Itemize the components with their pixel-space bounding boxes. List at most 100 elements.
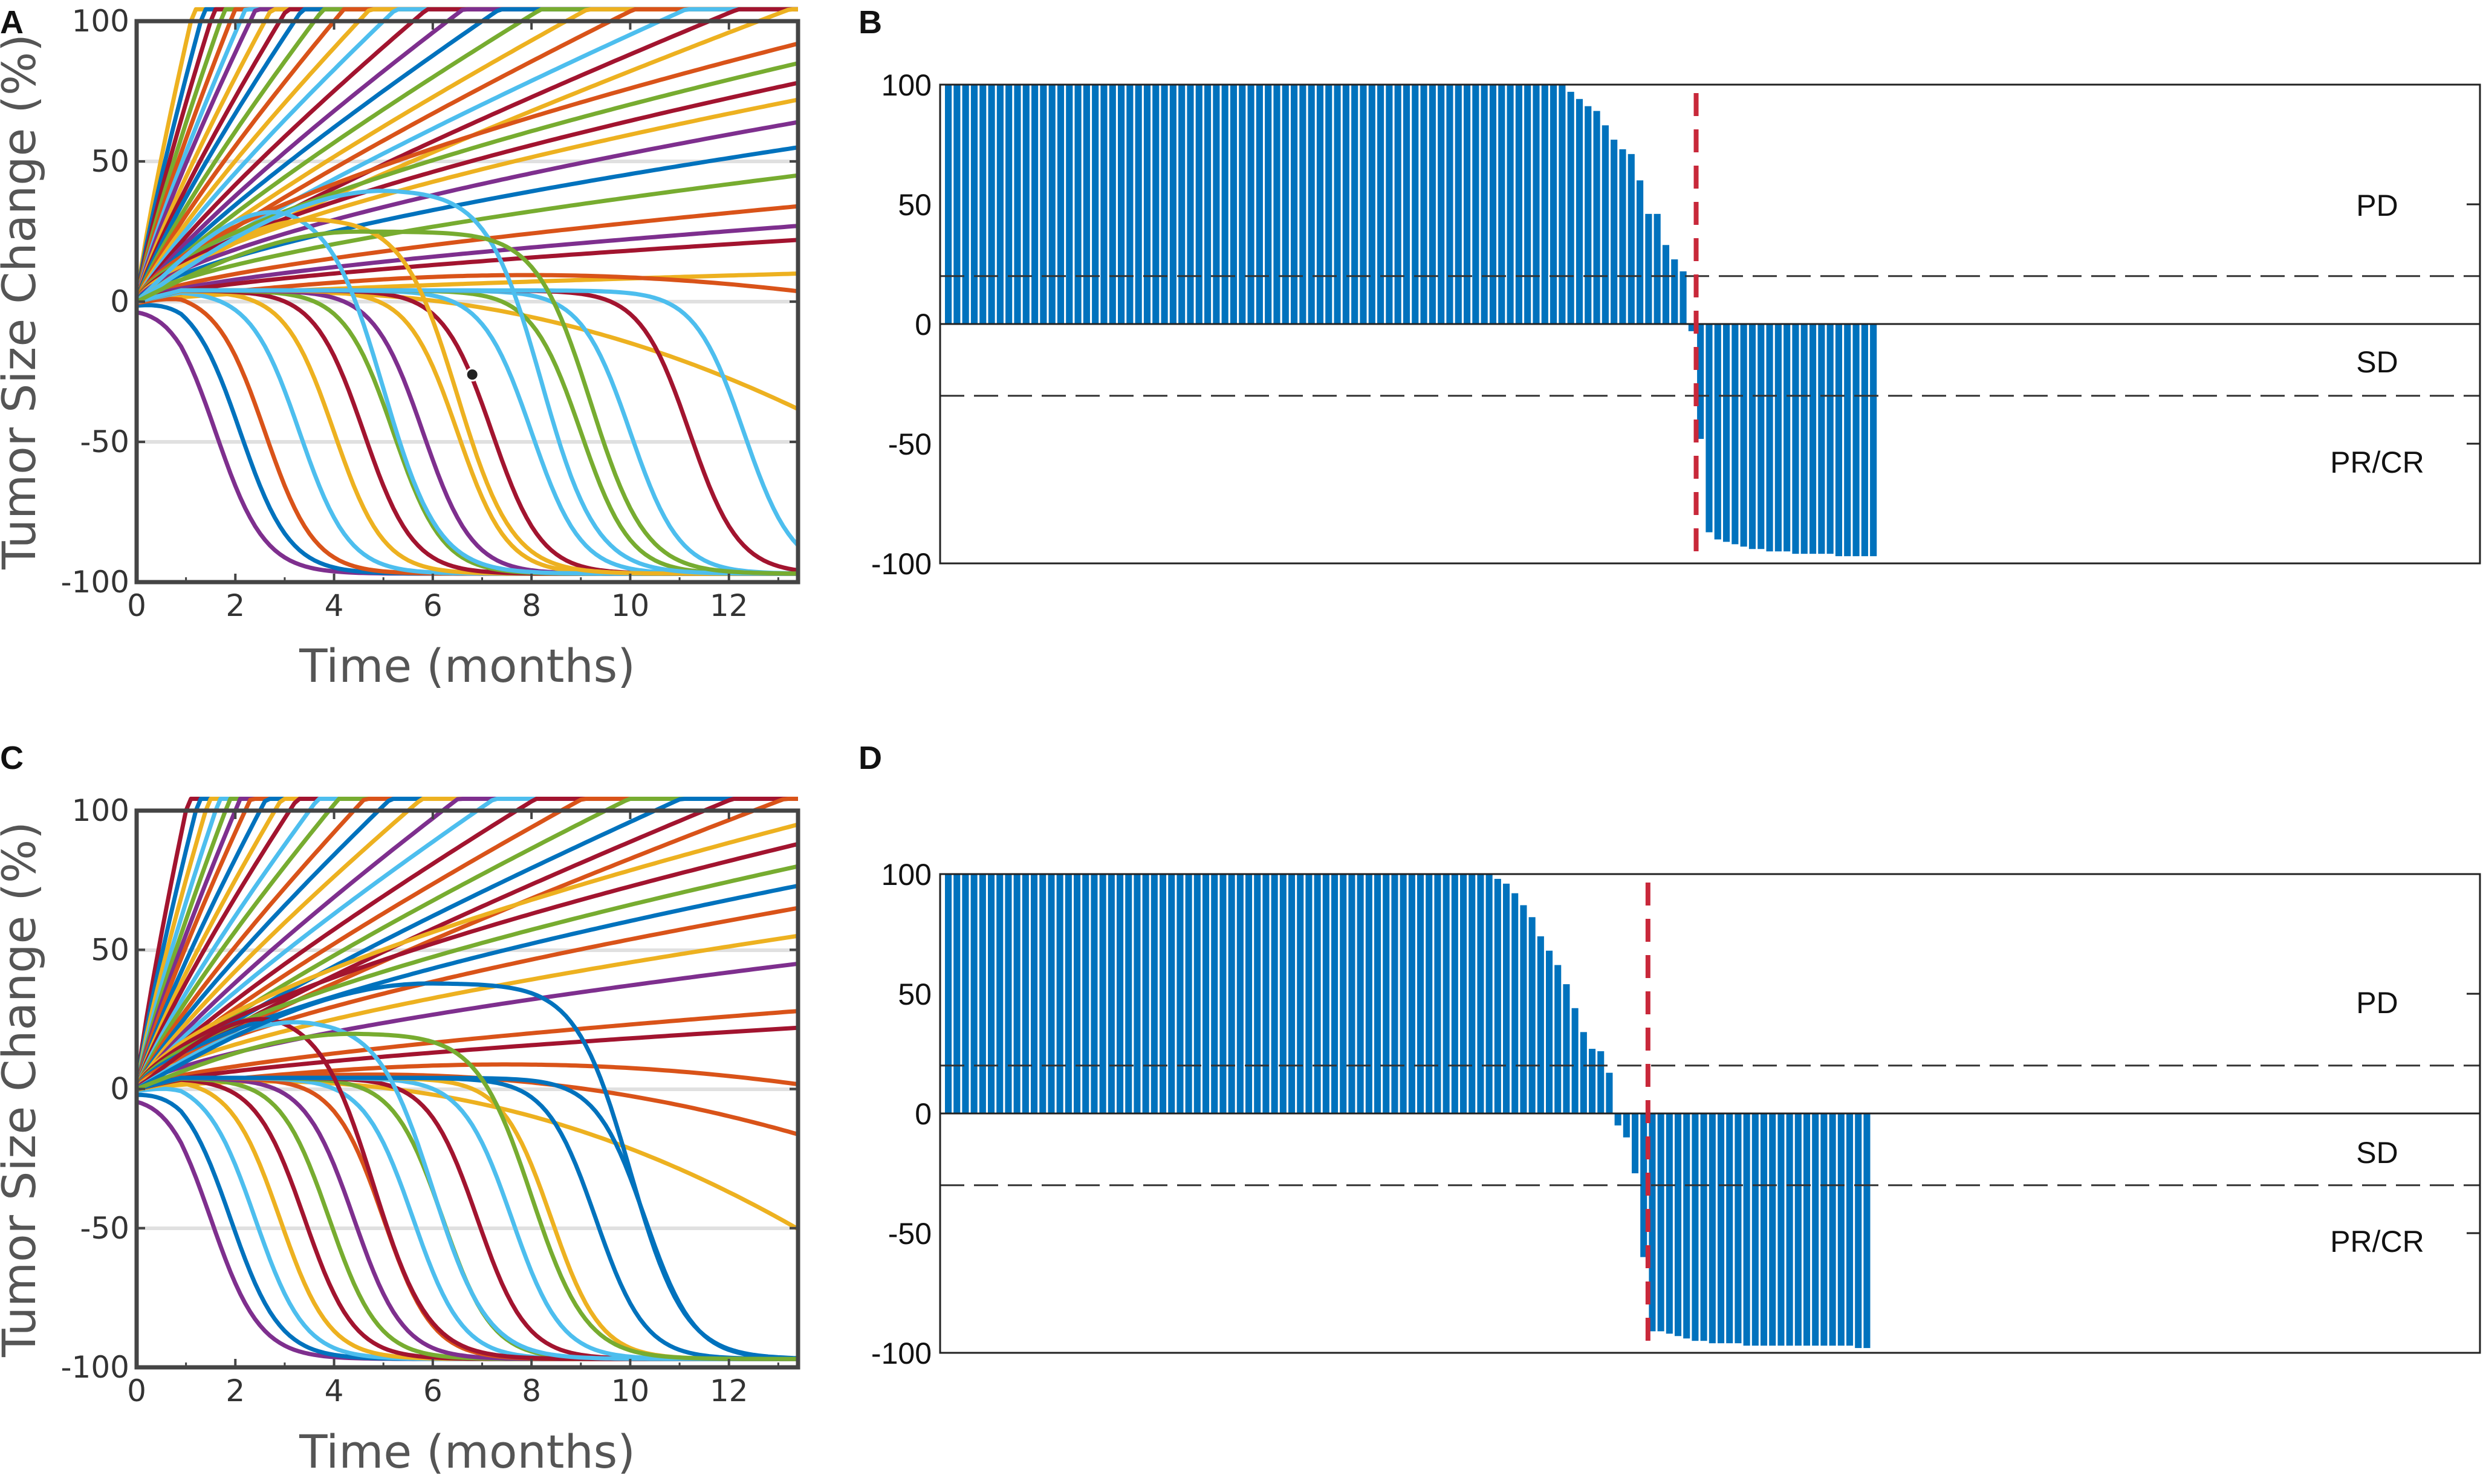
bar-patient-80: [1623, 1113, 1630, 1138]
bar-patient-57: [1429, 85, 1436, 324]
x-tick-label: 10: [611, 1373, 650, 1408]
zone-label-pd: PD: [2356, 189, 2398, 222]
bar-patient-66: [1507, 85, 1514, 324]
bar-patient-25: [1152, 85, 1160, 324]
bar-patient-92: [1726, 1113, 1733, 1344]
series-line-p27: [134, 97, 799, 303]
bar-patient-93: [1735, 1113, 1742, 1344]
x-tick-label: 6: [423, 588, 443, 623]
panel-d-y-ticks: -100 -50 0 50 100: [871, 858, 2480, 1370]
bar-patient-36: [1247, 85, 1254, 324]
zone-label-sd: SD: [2356, 1136, 2398, 1170]
bar-patient-30: [1193, 874, 1201, 1113]
bar-patient-42: [1297, 874, 1304, 1113]
y-tick-label: -100: [61, 1350, 129, 1385]
bar-patient-28: [1178, 85, 1186, 324]
bar-patient-39: [1273, 85, 1280, 324]
bar-patient-76: [1593, 111, 1600, 324]
bar-patient-65: [1494, 878, 1501, 1113]
bar-patient-108: [1863, 1113, 1871, 1349]
x-tick-label: 4: [325, 1373, 344, 1408]
bar-patient-11: [1031, 85, 1039, 324]
bar-patient-79: [1619, 149, 1626, 325]
bar-patient-5: [979, 874, 986, 1113]
panel-b: B -100 -50 0 50 100 PD SD PR/CR: [858, 4, 2481, 581]
bar-patient-26: [1160, 874, 1167, 1113]
bar-patient-60: [1451, 874, 1458, 1113]
bar-patient-9: [1013, 874, 1021, 1113]
bar-patient-49: [1357, 874, 1364, 1113]
bar-patient-44: [1316, 85, 1324, 324]
bar-patient-40: [1279, 874, 1287, 1113]
series-line-q29: [135, 933, 799, 1090]
bar-patient-61: [1460, 874, 1467, 1113]
bar-patient-48: [1351, 85, 1358, 324]
bar-patient-58: [1438, 85, 1445, 324]
y-tick-label: 100: [72, 4, 129, 39]
bar-patient-75: [1580, 1032, 1587, 1113]
bar-patient-68: [1524, 85, 1531, 324]
series-line-q24: [134, 822, 799, 1090]
bar-patient-99: [1786, 1113, 1793, 1346]
y-tick-label: 0: [110, 284, 129, 319]
bar-patient-78: [1611, 140, 1618, 324]
bar-patient-53: [1391, 874, 1398, 1113]
bar-patient-27: [1168, 874, 1175, 1113]
bar-patient-27: [1169, 85, 1176, 324]
bar-patient-30: [1195, 85, 1202, 324]
bar-patient-40: [1282, 85, 1289, 324]
bar-patient-60: [1455, 85, 1462, 324]
bar-patient-54: [1400, 874, 1407, 1113]
x-tick-label: 4: [325, 588, 344, 623]
bar-patient-36: [1245, 874, 1253, 1113]
bar-patient-102: [1812, 1113, 1819, 1346]
y-tick-label: 50: [898, 977, 932, 1011]
bar-patient-70: [1541, 85, 1548, 324]
bar-patient-29: [1185, 874, 1192, 1113]
series-line-q35: [136, 1079, 799, 1231]
panel-a-y-axis-title: Tumor Size Change (%): [0, 34, 46, 570]
bar-patient-99: [1792, 324, 1799, 554]
bar-patient-65: [1498, 85, 1505, 324]
series-line-p24: [134, 41, 799, 303]
bar-patient-97: [1769, 1113, 1776, 1346]
bar-patient-34: [1230, 85, 1238, 324]
bar-patient-90: [1709, 1113, 1716, 1344]
bar-patient-56: [1417, 874, 1424, 1113]
bar-patient-23: [1135, 85, 1142, 324]
series-line-q25: [134, 841, 799, 1090]
bar-patient-82: [1640, 1113, 1647, 1257]
bar-patient-12: [1040, 85, 1047, 324]
x-tick-label: 12: [710, 588, 748, 623]
panel-a-y-ticks: -100 -50 0 50 100: [61, 4, 798, 600]
bar-patient-46: [1334, 85, 1341, 324]
bar-patient-68: [1520, 905, 1527, 1113]
bar-patient-22: [1125, 874, 1132, 1113]
bar-patient-84: [1662, 245, 1670, 324]
panel-a-letter: A: [0, 4, 24, 41]
bar-patient-26: [1161, 85, 1168, 324]
bar-patient-70: [1537, 936, 1544, 1113]
bar-patient-106: [1852, 324, 1860, 557]
bar-patient-87: [1688, 324, 1695, 331]
series-line-p25: [134, 61, 799, 303]
bar-patient-34: [1228, 874, 1235, 1113]
bar-patient-81: [1632, 1113, 1639, 1173]
panel-c-y-axis-title: Tumor Size Change (%): [0, 821, 46, 1358]
bar-patient-3: [962, 874, 969, 1113]
bar-patient-7: [996, 874, 1004, 1113]
bar-patient-49: [1360, 85, 1367, 324]
bar-patient-35: [1239, 85, 1246, 324]
bar-patient-103: [1820, 1113, 1828, 1346]
bar-patient-10: [1022, 874, 1029, 1113]
bar-patient-86: [1680, 271, 1687, 324]
bar-patient-97: [1774, 324, 1782, 552]
bar-patient-32: [1213, 85, 1220, 324]
bar-patient-51: [1374, 874, 1381, 1113]
bar-patient-89: [1700, 1113, 1707, 1341]
zone-label-prcr: PR/CR: [2330, 1225, 2424, 1259]
bar-patient-10: [1022, 85, 1030, 324]
bar-patient-61: [1464, 85, 1471, 324]
